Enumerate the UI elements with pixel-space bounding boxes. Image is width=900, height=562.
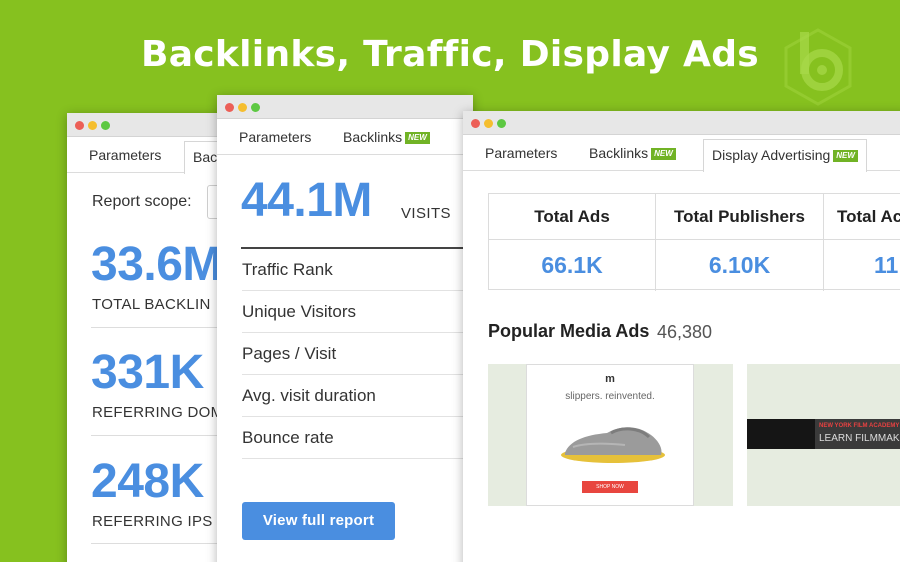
divider bbox=[91, 543, 247, 544]
close-window-icon[interactable] bbox=[75, 121, 84, 130]
visits-label: VISITS bbox=[401, 205, 451, 222]
ad-line-1: NEW YORK FILM ACADEMY bbox=[819, 423, 900, 429]
close-window-icon[interactable] bbox=[225, 103, 234, 112]
minimize-window-icon[interactable] bbox=[238, 103, 247, 112]
metric-pages-per-visit: Pages / Visit bbox=[242, 333, 473, 375]
total-backlinks-label: TOTAL BACKLIN bbox=[92, 296, 211, 313]
headline: Backlinks, Traffic, Display Ads bbox=[140, 34, 760, 75]
ad-shop-now-button: SHOP NOW bbox=[582, 481, 638, 493]
stat-total-advertisers: Total Ac 11 bbox=[824, 194, 900, 291]
ad-line-2: LEARN FILMMAKING bbox=[819, 433, 900, 444]
ad-brand-logo: m bbox=[605, 373, 615, 385]
visits-value: 44.1M bbox=[241, 174, 372, 227]
stat-header: Total Ads bbox=[489, 194, 655, 240]
report-scope-label: Report scope: bbox=[92, 193, 192, 210]
ad-preview[interactable]: NEW YORK FILM ACADEMY LEARN FILMMAKING bbox=[747, 364, 900, 506]
tab-display-advertising-label: Display Advertising bbox=[712, 147, 831, 163]
tab-bar: Parameters Backlinks NEW Display Advertis… bbox=[463, 135, 900, 172]
stat-value: 6.10K bbox=[708, 252, 771, 278]
referring-ips-value: 248K bbox=[91, 455, 204, 508]
minimize-window-icon[interactable] bbox=[88, 121, 97, 130]
window-titlebar bbox=[463, 111, 900, 135]
metric-unique-visitors: Unique Visitors bbox=[242, 291, 473, 333]
divider bbox=[91, 327, 247, 328]
stat-header: Total Publishers bbox=[656, 194, 823, 240]
tab-bar: Parameters Backlinks NEW bbox=[217, 119, 473, 155]
tab-backlinks-label: Backlinks bbox=[589, 145, 649, 161]
display-ads-window: Parameters Backlinks NEW Display Advertis… bbox=[463, 111, 900, 562]
window-titlebar bbox=[217, 95, 473, 119]
referring-ips-label: REFERRING IPS bbox=[92, 513, 213, 530]
new-badge: NEW bbox=[405, 132, 430, 144]
divider bbox=[241, 247, 473, 249]
tab-backlinks-label: Backlinks bbox=[343, 129, 403, 145]
maximize-window-icon[interactable] bbox=[251, 103, 260, 112]
traffic-window: Parameters Backlinks NEW 44.1M VISITS Tra… bbox=[217, 95, 473, 562]
new-badge: NEW bbox=[651, 148, 676, 160]
tab-parameters[interactable]: Parameters bbox=[239, 129, 312, 145]
tab-display-advertising[interactable]: Display Advertising NEW bbox=[703, 139, 867, 172]
tab-backlinks[interactable]: Backlinks NEW bbox=[589, 135, 676, 171]
tab-parameters[interactable]: Parameters bbox=[89, 147, 162, 163]
ads-stats-table: Total Ads 66.1K Total Publishers 6.10K T… bbox=[488, 193, 900, 291]
stat-total-publishers: Total Publishers 6.10K bbox=[656, 194, 824, 291]
close-window-icon[interactable] bbox=[471, 119, 480, 128]
metric-bounce-rate: Bounce rate bbox=[242, 417, 473, 459]
ad-preview[interactable]: m slippers. reinvented. SHOP NOW bbox=[488, 364, 733, 506]
divider bbox=[91, 435, 247, 436]
stat-value: 11 bbox=[874, 252, 899, 278]
brand-logo-icon bbox=[784, 28, 852, 106]
ad-creative-slippers[interactable]: m slippers. reinvented. SHOP NOW bbox=[526, 364, 694, 506]
ad-banner-image bbox=[747, 419, 815, 449]
maximize-window-icon[interactable] bbox=[101, 121, 110, 130]
tab-parameters[interactable]: Parameters bbox=[485, 145, 558, 161]
minimize-window-icon[interactable] bbox=[484, 119, 493, 128]
total-backlinks-value: 33.6M bbox=[91, 238, 222, 291]
stat-value: 66.1K bbox=[541, 252, 603, 278]
tab-backlinks[interactable]: Backlinks NEW bbox=[343, 119, 430, 155]
maximize-window-icon[interactable] bbox=[497, 119, 506, 128]
popular-media-ads-title: Popular Media Ads bbox=[488, 321, 650, 341]
metric-avg-visit-duration: Avg. visit duration bbox=[242, 375, 473, 417]
stat-total-ads: Total Ads 66.1K bbox=[489, 194, 656, 291]
stat-header: Total Ac bbox=[824, 194, 900, 240]
ad-creative-film-academy[interactable]: NEW YORK FILM ACADEMY LEARN FILMMAKING bbox=[747, 419, 900, 449]
referring-domains-label: REFERRING DOM bbox=[92, 404, 224, 421]
ad-tagline: slippers. reinvented. bbox=[565, 391, 655, 402]
popular-media-ads-count: 46,380 bbox=[657, 322, 713, 342]
slipper-image-icon bbox=[561, 427, 665, 463]
referring-domains-value: 331K bbox=[91, 346, 204, 399]
view-full-report-button[interactable]: View full report bbox=[242, 502, 395, 540]
new-badge: NEW bbox=[833, 150, 858, 162]
metric-traffic-rank: Traffic Rank bbox=[242, 249, 473, 291]
